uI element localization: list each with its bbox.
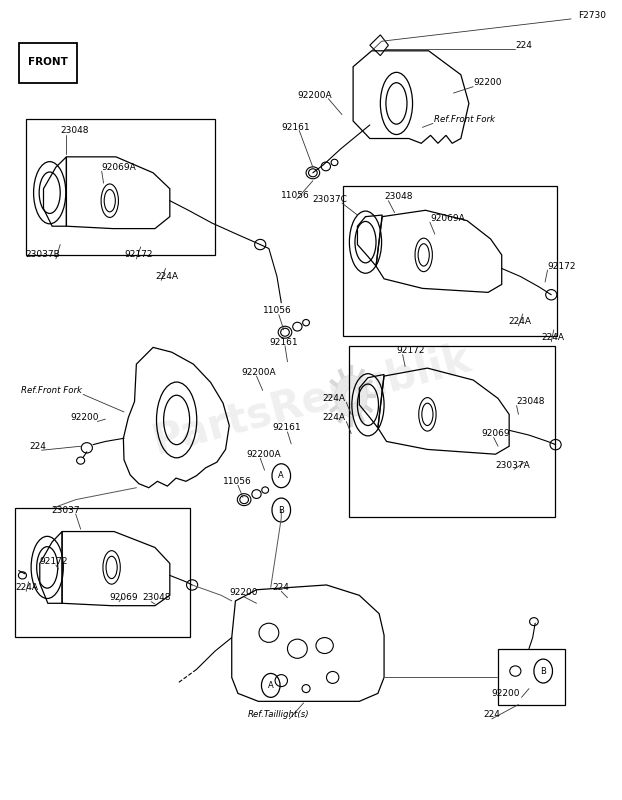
Text: 224: 224 — [29, 442, 46, 450]
Text: 23048: 23048 — [142, 594, 171, 602]
Text: 11056: 11056 — [281, 190, 310, 200]
Text: A: A — [268, 681, 274, 690]
Text: 23037: 23037 — [51, 506, 80, 514]
Text: 92200: 92200 — [71, 413, 100, 422]
Text: 224A: 224A — [541, 334, 564, 342]
Text: PartsRepublik: PartsRepublik — [147, 338, 475, 462]
Text: 92172: 92172 — [396, 346, 425, 355]
Text: 224: 224 — [516, 41, 532, 50]
Text: Ref.Taillight(s): Ref.Taillight(s) — [248, 710, 310, 719]
Bar — [26, 119, 215, 255]
Text: 224A: 224A — [322, 394, 345, 403]
Text: 92069: 92069 — [109, 594, 138, 602]
Text: 23048: 23048 — [384, 192, 412, 202]
Text: 92200: 92200 — [473, 78, 502, 87]
Text: 92069: 92069 — [481, 429, 510, 438]
Text: 92200: 92200 — [492, 689, 521, 698]
Text: 224A: 224A — [508, 318, 531, 326]
Text: 92161: 92161 — [269, 338, 297, 347]
Text: 23048: 23048 — [60, 126, 89, 135]
Text: 224A: 224A — [155, 272, 178, 281]
Text: 11056: 11056 — [262, 306, 292, 315]
Text: 92069A: 92069A — [430, 214, 465, 222]
FancyBboxPatch shape — [19, 43, 77, 82]
Text: 92172: 92172 — [40, 557, 68, 566]
Text: 92200A: 92200A — [246, 450, 281, 458]
Text: 92200A: 92200A — [297, 91, 332, 100]
Text: B: B — [278, 506, 284, 514]
Text: 92161: 92161 — [272, 423, 301, 433]
Text: Ref.Front Fork: Ref.Front Fork — [434, 115, 494, 124]
Text: 92200: 92200 — [230, 589, 258, 598]
Bar — [15, 508, 190, 637]
Text: 23037C: 23037C — [312, 194, 347, 204]
Text: Ref.Front Fork: Ref.Front Fork — [21, 386, 82, 395]
Bar — [498, 649, 565, 705]
Text: 11056: 11056 — [223, 477, 252, 486]
Text: 224: 224 — [483, 710, 500, 719]
Text: 224: 224 — [272, 583, 289, 592]
Text: 224A: 224A — [15, 583, 38, 592]
Text: 23037B: 23037B — [25, 250, 60, 259]
Bar — [350, 346, 555, 517]
Text: 23037A: 23037A — [496, 461, 531, 470]
Bar — [343, 186, 557, 336]
Text: 92172: 92172 — [124, 250, 152, 259]
Text: FRONT: FRONT — [28, 57, 68, 67]
Text: 92200A: 92200A — [242, 367, 276, 377]
Text: F2730: F2730 — [578, 11, 606, 20]
Text: 23048: 23048 — [517, 397, 545, 406]
Text: 224A: 224A — [322, 413, 345, 422]
Text: 92161: 92161 — [281, 123, 310, 132]
Circle shape — [335, 375, 368, 417]
Circle shape — [345, 388, 358, 404]
Text: A: A — [279, 471, 284, 480]
Text: B: B — [541, 666, 546, 675]
Text: 92069A: 92069A — [102, 162, 136, 172]
Text: 92172: 92172 — [547, 262, 576, 270]
